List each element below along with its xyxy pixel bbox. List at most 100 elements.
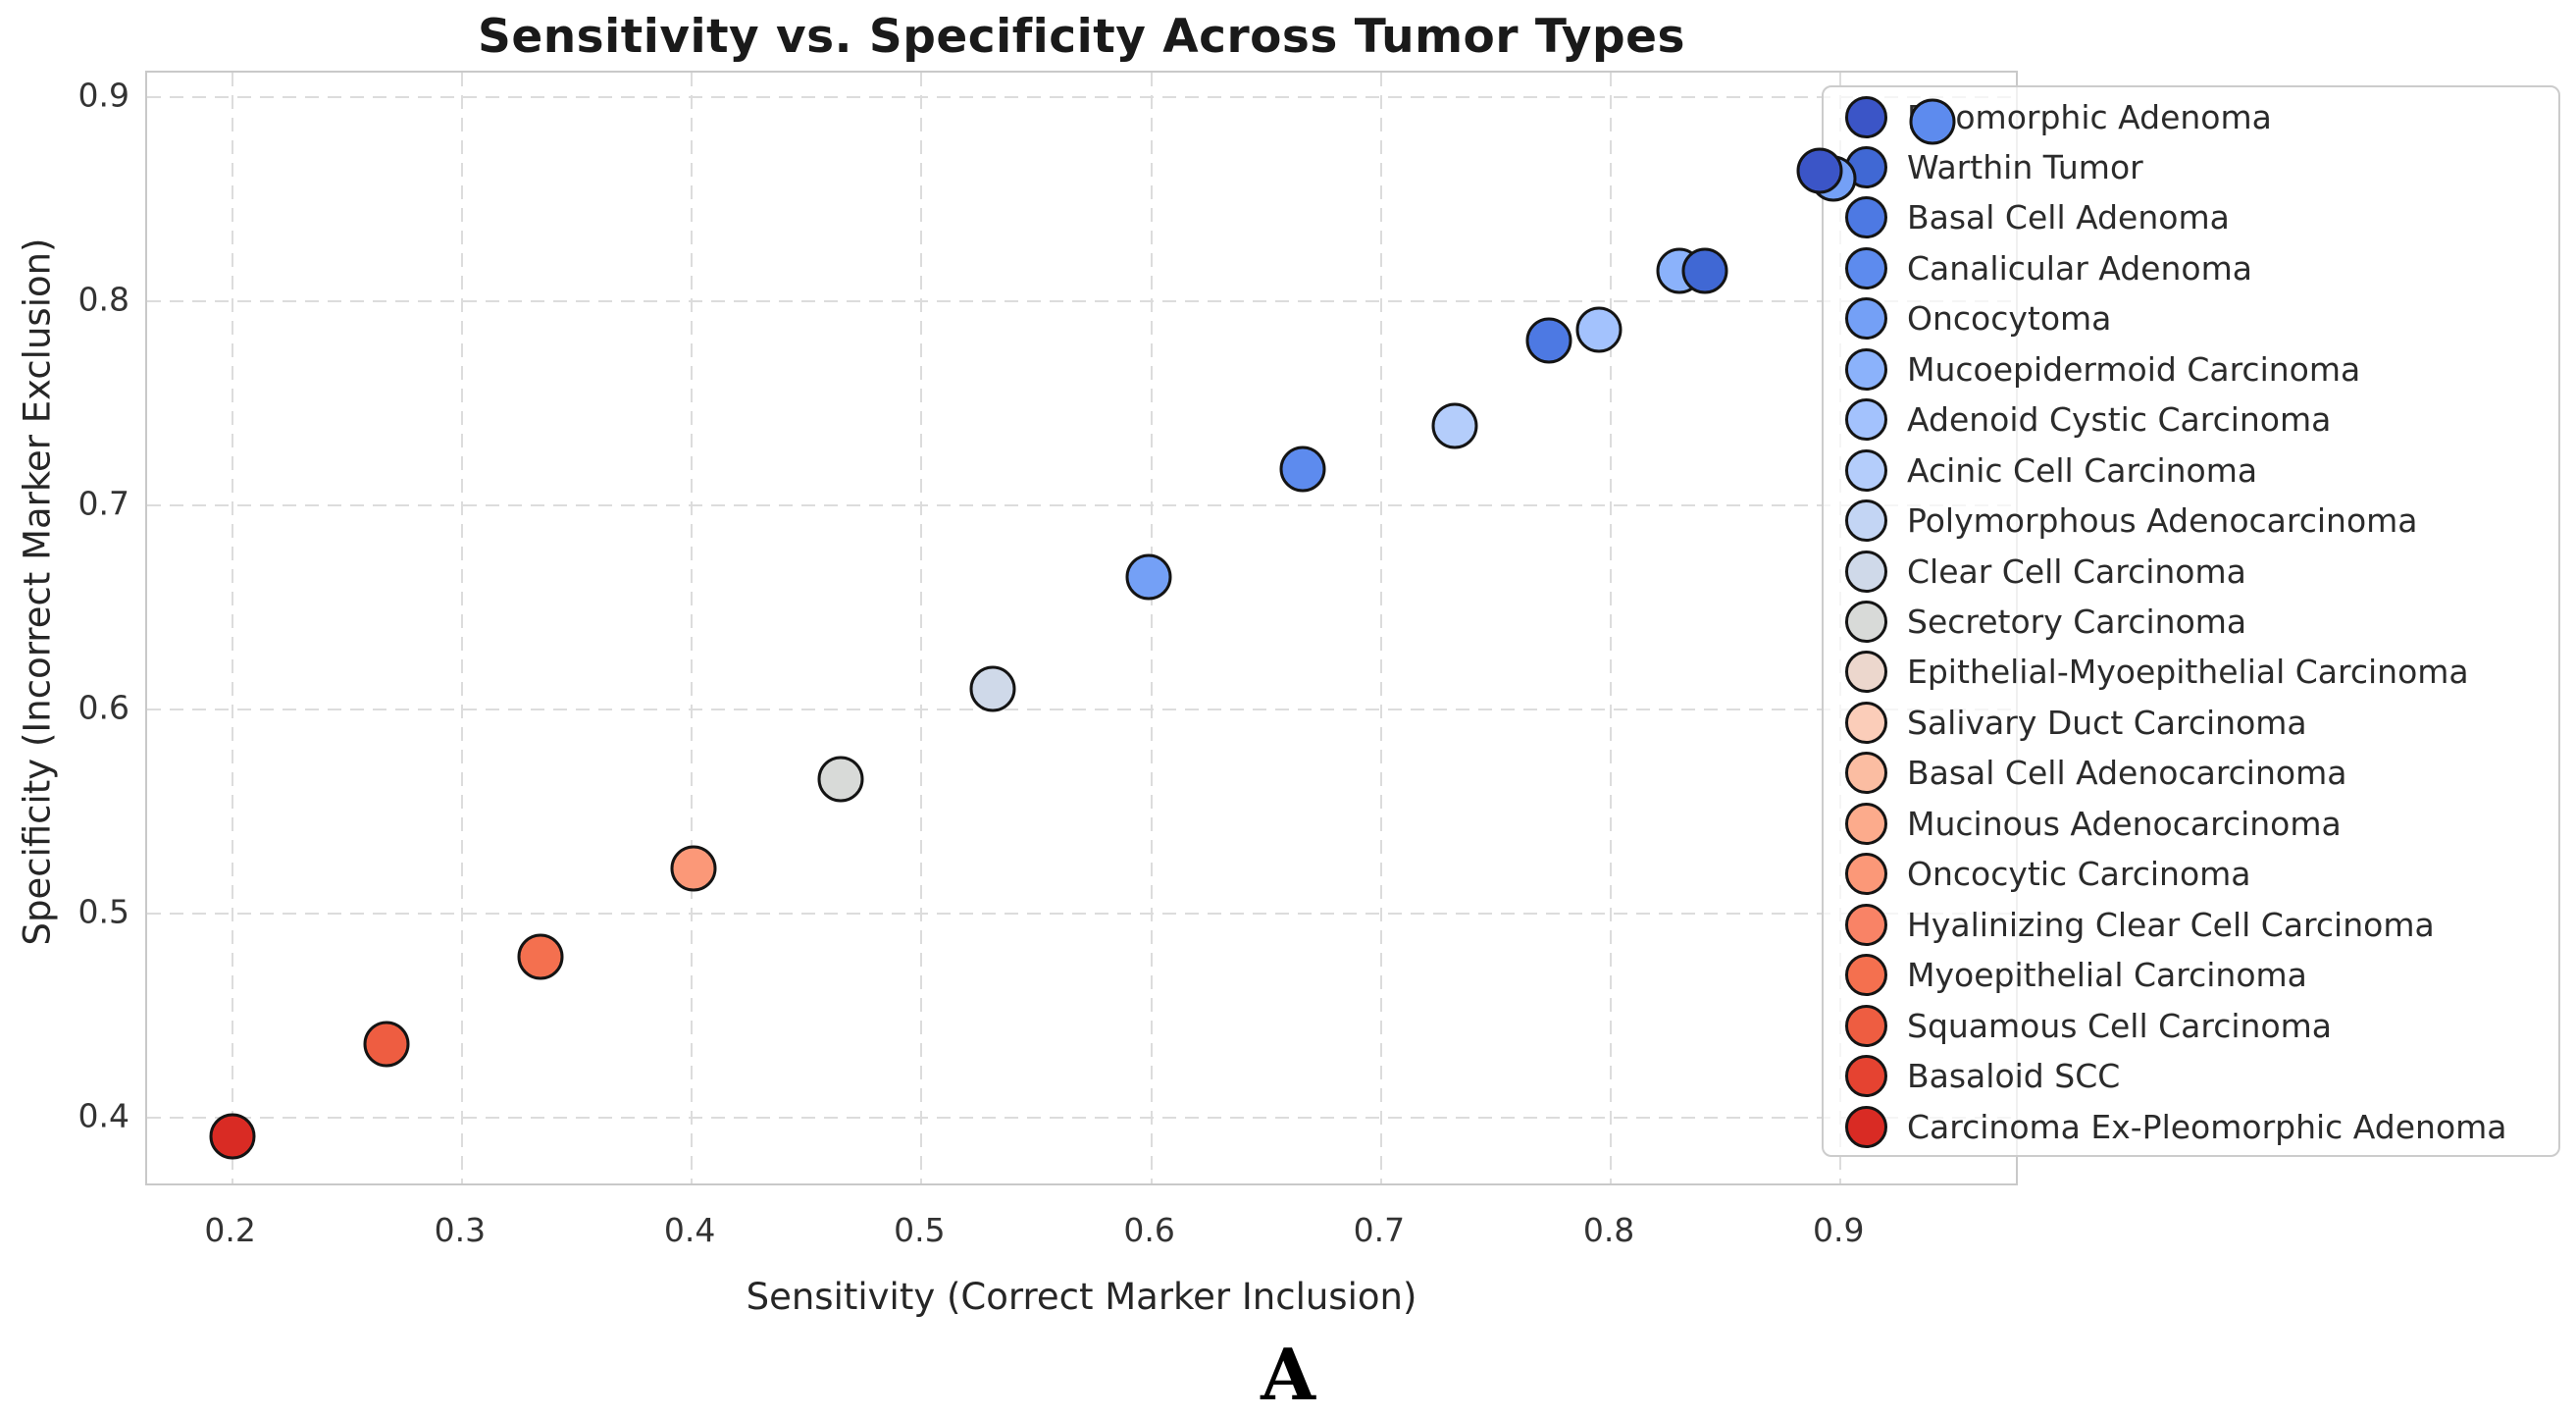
legend-swatch-circle-icon [1845, 246, 1887, 289]
legend-item-label: Myoepithelial Carcinoma [1907, 956, 2307, 995]
gridline-horizontal [147, 95, 2016, 98]
legend-swatch-circle-icon [1845, 954, 1887, 997]
legend-swatch-circle-icon [1845, 499, 1887, 543]
legend-item: Adenoid Cystic Carcinoma [1845, 397, 2331, 443]
scatter-point [1431, 402, 1478, 449]
legend-item-label: Acinic Cell Carcinoma [1907, 450, 2258, 490]
legend-item-label: Hyalinizing Clear Cell Carcinoma [1907, 905, 2435, 944]
legend-swatch-circle-icon [1845, 398, 1887, 442]
legend-item-label: Clear Cell Carcinoma [1907, 551, 2246, 591]
legend-item-label: Secretory Carcinoma [1907, 603, 2247, 641]
legend-item: Pleomorphic Adenoma [1845, 94, 2272, 139]
legend-item: Salivary Duct Carcinoma [1845, 700, 2307, 745]
x-tick-label: 0.5 [894, 1211, 946, 1249]
x-axis-label: Sensitivity (Correct Marker Inclusion) [746, 1276, 1417, 1318]
legend-item: Oncocytoma [1845, 296, 2111, 341]
y-tick-label: 0.6 [77, 688, 129, 727]
scatter-point [1575, 306, 1623, 353]
gridline-vertical [691, 73, 694, 1183]
legend-item-label: Oncocytic Carcinoma [1907, 855, 2251, 894]
legend-item: Squamous Cell Carcinoma [1845, 1003, 2332, 1048]
legend-item: Mucinous Adenocarcinoma [1845, 801, 2342, 846]
legend-swatch-circle-icon [1845, 903, 1887, 946]
legend-item: Basal Cell Adenocarcinoma [1845, 751, 2346, 796]
x-tick-label: 0.3 [434, 1211, 487, 1249]
legend-item-label: Oncocytoma [1907, 299, 2112, 339]
legend: Pleomorphic Adenoma Warthin Tumor Basal Ce… [1822, 85, 2560, 1157]
x-tick-label: 0.2 [204, 1211, 256, 1249]
legend-item-label: Epithelial-Myoepithelial Carcinoma [1907, 653, 2469, 692]
legend-item: Epithelial-Myoepithelial Carcinoma [1845, 650, 2469, 695]
legend-item-label: Basaloid SCC [1907, 1057, 2121, 1096]
legend-item: Warthin Tumor [1845, 144, 2143, 189]
legend-swatch-circle-icon [1845, 853, 1887, 896]
gridline-horizontal [147, 708, 2016, 711]
legend-item: Mucoepidermoid Carcinoma [1845, 346, 2360, 392]
legend-swatch-circle-icon [1845, 752, 1887, 795]
chart-title: Sensitivity vs. Specificity Across Tumor… [477, 10, 1686, 64]
plot-area [145, 71, 2018, 1185]
gridline-horizontal [147, 504, 2016, 507]
legend-item: Canalicular Adenoma [1845, 245, 2252, 290]
scatter-point [817, 756, 864, 803]
legend-item: Secretory Carcinoma [1845, 600, 2246, 645]
legend-item: Myoepithelial Carcinoma [1845, 953, 2307, 998]
legend-item-label: Polymorphous Adenocarcinoma [1907, 501, 2418, 541]
legend-item-label: Adenoid Cystic Carcinoma [1907, 400, 2332, 440]
legend-swatch-circle-icon [1845, 1055, 1887, 1098]
y-tick-label: 0.9 [77, 76, 129, 115]
legend-swatch-circle-icon [1845, 550, 1887, 593]
legend-item: Oncocytic Carcinoma [1845, 852, 2251, 897]
legend-item-label: Canalicular Adenoma [1907, 248, 2252, 288]
gridline-vertical [1610, 73, 1613, 1183]
x-tick-label: 0.8 [1582, 1211, 1635, 1249]
legend-swatch-circle-icon [1845, 1105, 1887, 1148]
panel-label: A [1261, 1333, 1315, 1416]
gridline-vertical [460, 73, 463, 1183]
legend-item-label: Basal Cell Adenocarcinoma [1907, 754, 2347, 793]
legend-item: Basaloid SCC [1845, 1054, 2120, 1099]
x-tick-label: 0.7 [1353, 1211, 1406, 1249]
gridline-vertical [920, 73, 923, 1183]
legend-item-label: Warthin Tumor [1907, 147, 2143, 186]
legend-item-label: Mucoepidermoid Carcinoma [1907, 349, 2361, 389]
scatter-point [1681, 247, 1728, 294]
scatter-point [1125, 553, 1172, 601]
legend-swatch-circle-icon [1845, 196, 1887, 239]
legend-swatch-circle-icon [1845, 601, 1887, 643]
legend-item-label: Squamous Cell Carcinoma [1907, 1006, 2333, 1045]
y-tick-label: 0.5 [77, 892, 129, 931]
scatter-point [1909, 98, 1956, 145]
y-tick-label: 0.8 [77, 280, 129, 319]
gridline-vertical [231, 73, 233, 1183]
legend-item: Acinic Cell Carcinoma [1845, 447, 2257, 493]
scatter-point [1525, 317, 1572, 364]
x-tick-label: 0.4 [663, 1211, 716, 1249]
gridline-horizontal [147, 300, 2016, 303]
y-axis-label: Specificity (Incorrect Marker Exclusion) [16, 237, 59, 946]
legend-swatch-circle-icon [1845, 297, 1887, 341]
scatter-point [1279, 446, 1326, 493]
y-tick-label: 0.4 [77, 1096, 129, 1135]
legend-swatch-circle-icon [1845, 1004, 1887, 1047]
legend-item: Polymorphous Adenocarcinoma [1845, 499, 2418, 544]
legend-swatch-circle-icon [1845, 347, 1887, 391]
legend-swatch-circle-icon [1845, 448, 1887, 492]
scatter-point [363, 1021, 410, 1068]
gridline-horizontal [147, 913, 2016, 916]
x-tick-label: 0.6 [1123, 1211, 1175, 1249]
legend-item: Hyalinizing Clear Cell Carcinoma [1845, 902, 2435, 947]
legend-item-label: Mucinous Adenocarcinoma [1907, 804, 2342, 843]
y-tick-label: 0.7 [77, 484, 129, 523]
scatter-point [517, 933, 564, 980]
legend-item: Clear Cell Carcinoma [1845, 549, 2246, 594]
gridline-horizontal [147, 1117, 2016, 1120]
legend-item: Carcinoma Ex-Pleomorphic Adenoma [1845, 1104, 2507, 1149]
legend-item-label: Salivary Duct Carcinoma [1907, 703, 2307, 742]
legend-item-label: Carcinoma Ex-Pleomorphic Adenoma [1907, 1107, 2507, 1146]
legend-item-label: Pleomorphic Adenoma [1907, 97, 2272, 136]
legend-swatch-circle-icon [1845, 651, 1887, 694]
legend-swatch-circle-icon [1845, 95, 1887, 138]
legend-item-label: Basal Cell Adenoma [1907, 198, 2230, 237]
